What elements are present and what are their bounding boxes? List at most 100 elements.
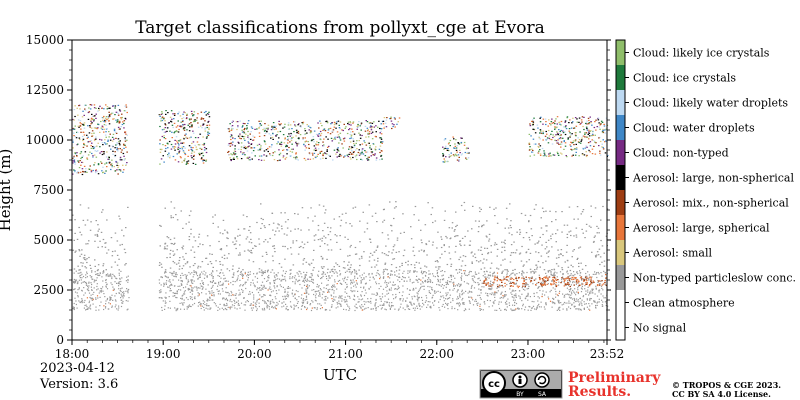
pixel (453, 230, 456, 232)
pixel (231, 154, 233, 156)
pixel (391, 123, 394, 125)
pixel (119, 158, 122, 160)
pixel (456, 151, 458, 153)
pixel (411, 298, 413, 300)
pixel (578, 301, 580, 303)
pixel (343, 299, 345, 301)
pixel (528, 305, 530, 308)
pixel (324, 302, 326, 304)
pixel (525, 232, 528, 234)
pixel (586, 299, 588, 301)
pixel (372, 276, 374, 278)
pixel (590, 280, 592, 282)
pixel (261, 272, 263, 274)
pixel (338, 300, 340, 302)
pixel (78, 137, 81, 139)
pixel (158, 297, 160, 299)
pixel (74, 161, 76, 163)
pixel (522, 303, 524, 305)
pixel (472, 205, 474, 207)
pixel (314, 147, 317, 149)
pixel (228, 150, 230, 153)
pixel (104, 121, 107, 123)
pixel (604, 297, 606, 299)
pixel (80, 274, 82, 276)
pixel (264, 301, 266, 303)
pixel (291, 143, 293, 145)
pixel (555, 263, 558, 265)
pixel (79, 272, 81, 274)
pixel (509, 224, 512, 227)
pixel (496, 276, 498, 278)
pixel (294, 281, 296, 283)
pixel (312, 138, 315, 141)
pixel (341, 295, 343, 297)
pixel (561, 267, 563, 269)
pixel (313, 293, 315, 296)
pixel (597, 281, 599, 283)
pixel (162, 300, 164, 302)
pixel (272, 307, 274, 309)
pixel (163, 118, 165, 120)
pixel (250, 147, 252, 149)
pixel (226, 232, 229, 234)
pixel (371, 126, 373, 128)
pixel (445, 302, 447, 304)
pixel (81, 298, 83, 300)
pixel (272, 229, 274, 231)
pixel (83, 114, 85, 116)
pixel (199, 276, 201, 278)
pixel (487, 283, 489, 285)
pixel (314, 299, 316, 301)
pixel (518, 285, 520, 287)
pixel (510, 281, 512, 283)
pixel (114, 154, 117, 157)
pixel (192, 290, 194, 292)
pixel (100, 231, 103, 233)
pixel (347, 305, 349, 307)
pixel (277, 278, 279, 280)
pixel (545, 302, 547, 304)
pixel (328, 154, 330, 156)
pixel (173, 253, 176, 255)
pixel (605, 274, 607, 276)
pixel (107, 249, 110, 251)
pixel (468, 308, 470, 310)
pixel (557, 279, 559, 281)
pixel (323, 144, 325, 146)
pixel (363, 278, 365, 280)
pixel (507, 298, 509, 300)
pixel (319, 303, 321, 305)
pixel (322, 230, 324, 232)
pixel (303, 284, 306, 286)
pixel (123, 147, 125, 149)
pixel (319, 120, 321, 122)
pixel (545, 280, 547, 282)
pixel (102, 126, 104, 128)
pixel (74, 219, 76, 221)
pixel (190, 118, 192, 120)
pixel (395, 266, 398, 269)
pixel (116, 169, 118, 171)
pixel (246, 216, 248, 218)
pixel (106, 151, 108, 153)
pixel (87, 308, 89, 310)
pixel (352, 121, 355, 123)
pixel (199, 147, 201, 149)
pixel (498, 307, 501, 310)
pixel (555, 278, 557, 280)
pixel (184, 134, 186, 136)
pixel (206, 126, 208, 129)
pixel (262, 218, 264, 221)
pixel (278, 137, 280, 139)
pixel (118, 142, 121, 144)
pixel (459, 285, 461, 288)
pixel (323, 299, 325, 301)
pixel (243, 132, 246, 134)
pixel (78, 167, 81, 169)
pixel (489, 271, 491, 273)
pixel (339, 132, 342, 134)
pixel (431, 244, 434, 246)
pixel (187, 124, 189, 126)
pixel (581, 211, 584, 213)
